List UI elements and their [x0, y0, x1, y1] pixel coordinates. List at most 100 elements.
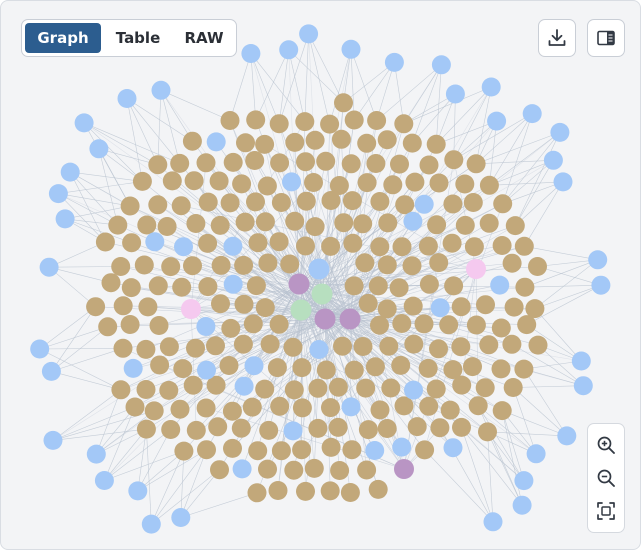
graph-node[interactable] [418, 236, 438, 256]
graph-node[interactable] [505, 216, 525, 236]
graph-node[interactable] [134, 255, 154, 275]
graph-node[interactable] [257, 176, 277, 196]
graph-node[interactable] [247, 483, 267, 503]
graph-node[interactable] [305, 217, 325, 237]
graph-node[interactable] [525, 299, 545, 319]
graph-node[interactable] [389, 278, 409, 298]
graph-node[interactable] [344, 276, 364, 296]
graph-node[interactable] [492, 236, 512, 255]
side-panel-button[interactable] [587, 19, 625, 57]
graph-node[interactable] [231, 418, 251, 438]
graph-node[interactable] [144, 401, 164, 421]
graph-node[interactable] [491, 359, 511, 379]
graph-node[interactable] [429, 253, 449, 273]
graph-node[interactable] [395, 195, 415, 215]
graph-node[interactable] [136, 380, 156, 399]
graph-node[interactable] [120, 315, 140, 334]
graph-node[interactable] [210, 460, 229, 480]
graph-node[interactable] [514, 236, 534, 256]
graph-node[interactable] [355, 253, 375, 273]
graph-node[interactable] [481, 77, 501, 97]
graph-node[interactable] [296, 152, 315, 172]
graph-node[interactable] [475, 378, 495, 398]
graph-node[interactable] [117, 89, 137, 108]
graph-node[interactable] [111, 257, 131, 276]
graph-node[interactable] [48, 184, 68, 204]
graph-node[interactable] [151, 80, 171, 100]
graph-node[interactable] [452, 417, 471, 437]
graph-node[interactable] [223, 274, 243, 294]
graph-node[interactable] [476, 295, 495, 315]
graph-node[interactable] [308, 378, 328, 398]
graph-node[interactable] [358, 293, 378, 313]
graph-node[interactable] [145, 232, 165, 252]
graph-node[interactable] [429, 339, 448, 359]
graph-hub-node[interactable] [314, 308, 336, 330]
graph-node[interactable] [161, 420, 181, 439]
graph-node[interactable] [183, 375, 203, 395]
graph-node[interactable] [455, 174, 475, 194]
graph-node[interactable] [120, 196, 140, 216]
graph-hub-node[interactable] [290, 299, 312, 321]
graph-node[interactable] [588, 250, 608, 270]
graph-node[interactable] [259, 420, 279, 440]
graph-node[interactable] [341, 397, 361, 417]
graph-node[interactable] [148, 155, 168, 175]
graph-node[interactable] [502, 334, 522, 354]
graph-node[interactable] [271, 441, 291, 461]
graph-node[interactable] [366, 154, 386, 173]
graph-node[interactable] [233, 334, 253, 354]
graph-node[interactable] [591, 275, 611, 295]
graph-node[interactable] [553, 172, 573, 192]
graph-node[interactable] [136, 419, 156, 439]
graph-node[interactable] [236, 133, 255, 153]
graph-node[interactable] [466, 315, 486, 335]
graph-node[interactable] [223, 438, 242, 458]
graph-node[interactable] [149, 316, 169, 335]
graph-node[interactable] [248, 441, 268, 461]
graph-node[interactable] [370, 400, 390, 420]
graph-node[interactable] [367, 111, 387, 130]
graph-node[interactable] [123, 358, 143, 378]
graph-node[interactable] [113, 296, 133, 316]
graph-node[interactable] [404, 334, 424, 354]
graph-node[interactable] [181, 299, 201, 319]
graph-node[interactable] [377, 130, 397, 150]
graph-node[interactable] [414, 194, 434, 214]
graph-node[interactable] [331, 129, 351, 149]
graph-node[interactable] [445, 84, 465, 104]
graph-node[interactable] [220, 111, 240, 130]
graph-node[interactable] [517, 315, 537, 335]
graph-node[interactable] [430, 298, 450, 318]
graph-node[interactable] [138, 297, 158, 317]
graph-node[interactable] [86, 444, 106, 464]
graph-node[interactable] [463, 357, 482, 377]
graph-node[interactable] [394, 396, 414, 416]
graph-node[interactable] [211, 294, 230, 314]
graph-node[interactable] [283, 337, 303, 357]
graph-node[interactable] [344, 360, 364, 380]
graph-node[interactable] [269, 232, 289, 252]
graph-node[interactable] [403, 296, 423, 316]
graph-node[interactable] [321, 437, 341, 457]
graph-node[interactable] [333, 336, 352, 356]
graph-node[interactable] [463, 193, 483, 212]
graph-node[interactable] [479, 335, 499, 355]
graph-node[interactable] [316, 360, 336, 380]
graph-node[interactable] [514, 471, 534, 491]
graph-node[interactable] [439, 315, 459, 335]
graph-node[interactable] [60, 162, 80, 182]
graph-node[interactable] [223, 236, 243, 256]
graph-node[interactable] [122, 233, 142, 253]
graph-node[interactable] [365, 357, 385, 377]
graph-node[interactable] [196, 153, 216, 173]
graph-node[interactable] [182, 131, 202, 151]
graph-hub-node[interactable] [288, 273, 310, 295]
graph-node[interactable] [242, 397, 262, 417]
graph-node[interactable] [280, 254, 300, 274]
graph-node[interactable] [455, 215, 475, 235]
graph-node[interactable] [407, 417, 427, 437]
graph-node[interactable] [141, 514, 161, 534]
graph-node[interactable] [161, 257, 181, 277]
